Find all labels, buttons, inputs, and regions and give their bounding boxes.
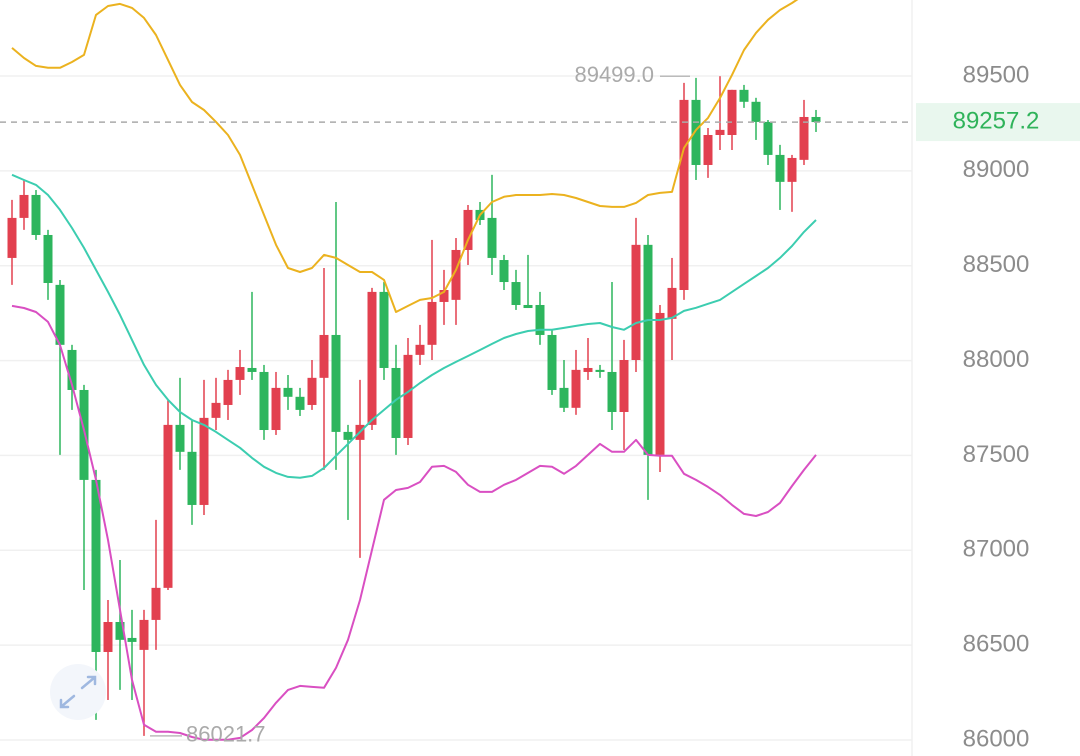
candle-body	[391, 367, 401, 438]
candle-body	[367, 291, 377, 425]
expand-button[interactable]	[50, 664, 106, 720]
candle-body	[139, 619, 149, 650]
candle-body	[247, 367, 257, 372]
band-line	[11, 173, 817, 479]
y-tick-label: 89000	[963, 156, 1030, 183]
candle-body	[307, 377, 317, 405]
y-tick-label: 86500	[963, 630, 1030, 657]
candle-body	[655, 312, 665, 455]
last-price-badge	[916, 103, 1080, 142]
candle-body	[343, 431, 353, 440]
candle-body	[427, 301, 437, 345]
candle-body	[703, 135, 713, 165]
candle-body	[331, 334, 341, 432]
candle-body	[19, 194, 29, 218]
candle-body	[7, 217, 17, 258]
candle-body	[499, 260, 509, 283]
candle-body	[787, 157, 797, 182]
candle-body	[403, 354, 413, 438]
candle-body	[235, 367, 245, 380]
candle-body	[91, 479, 101, 652]
candle-body	[583, 367, 593, 372]
candle-body	[763, 121, 773, 155]
candle-body	[151, 587, 161, 620]
candle-body	[283, 387, 293, 397]
candle-body	[679, 99, 689, 291]
candle-body	[667, 287, 677, 319]
y-tick-label: 86000	[963, 725, 1030, 752]
min-label: 86021.7	[186, 722, 266, 747]
candle-body	[691, 99, 701, 165]
y-tick-label: 88000	[963, 346, 1030, 373]
candle-body	[55, 284, 65, 345]
candle-body	[631, 244, 641, 361]
candle-body	[775, 154, 785, 182]
candle-body	[103, 622, 113, 652]
candle-body	[727, 89, 737, 136]
candle-body	[487, 217, 497, 258]
y-tick-label: 88500	[963, 251, 1030, 278]
y-tick-label: 87500	[963, 441, 1030, 468]
candle-body	[199, 417, 209, 505]
candle-body	[511, 282, 521, 305]
candle-body	[211, 402, 221, 418]
band-line	[11, 0, 799, 313]
candle-body	[175, 424, 185, 452]
candle-body	[451, 249, 461, 300]
candle-body	[751, 101, 761, 122]
candle-body	[619, 360, 629, 412]
candle-body	[571, 369, 581, 408]
candle-body	[115, 622, 125, 640]
band-line	[11, 304, 817, 741]
candle-body	[379, 291, 389, 368]
y-tick-label: 89500	[963, 61, 1030, 88]
candle-body	[463, 209, 473, 250]
y-axis: 86000 86500 87000 87500 88000 88500 89000 89500…	[916, 61, 1080, 752]
candle-body	[31, 194, 41, 235]
candle-body	[643, 244, 653, 455]
candle-body	[259, 371, 269, 431]
candle-body	[43, 234, 53, 283]
candle-body	[223, 379, 233, 405]
candle-body	[127, 637, 137, 642]
expand-button-bg	[50, 664, 106, 720]
y-tick-label: 87000	[963, 536, 1030, 563]
candle-body	[547, 334, 557, 390]
candle-body	[319, 334, 329, 378]
candle-body	[799, 116, 809, 160]
candle-body	[67, 349, 77, 390]
candle-body	[295, 396, 305, 410]
candle-body	[739, 89, 749, 102]
candle-body	[595, 369, 605, 372]
candle-body	[187, 451, 197, 505]
candle-body	[715, 129, 725, 136]
max-label: 89499.0	[574, 62, 654, 87]
candle-body	[79, 389, 89, 480]
last-price-label: 89257.2	[953, 107, 1040, 134]
candle-body	[415, 344, 425, 355]
candle-body	[523, 304, 533, 309]
plot-area: 89499.0 86021.7	[0, 0, 912, 747]
expand-icon	[59, 675, 97, 709]
candle-body	[271, 387, 281, 431]
candle-body	[607, 371, 617, 412]
candle-body	[163, 424, 173, 588]
grid	[0, 75, 912, 741]
candle-body	[439, 290, 449, 302]
candle-body	[535, 304, 545, 335]
candle-body	[811, 116, 821, 123]
candle-body	[559, 387, 569, 408]
